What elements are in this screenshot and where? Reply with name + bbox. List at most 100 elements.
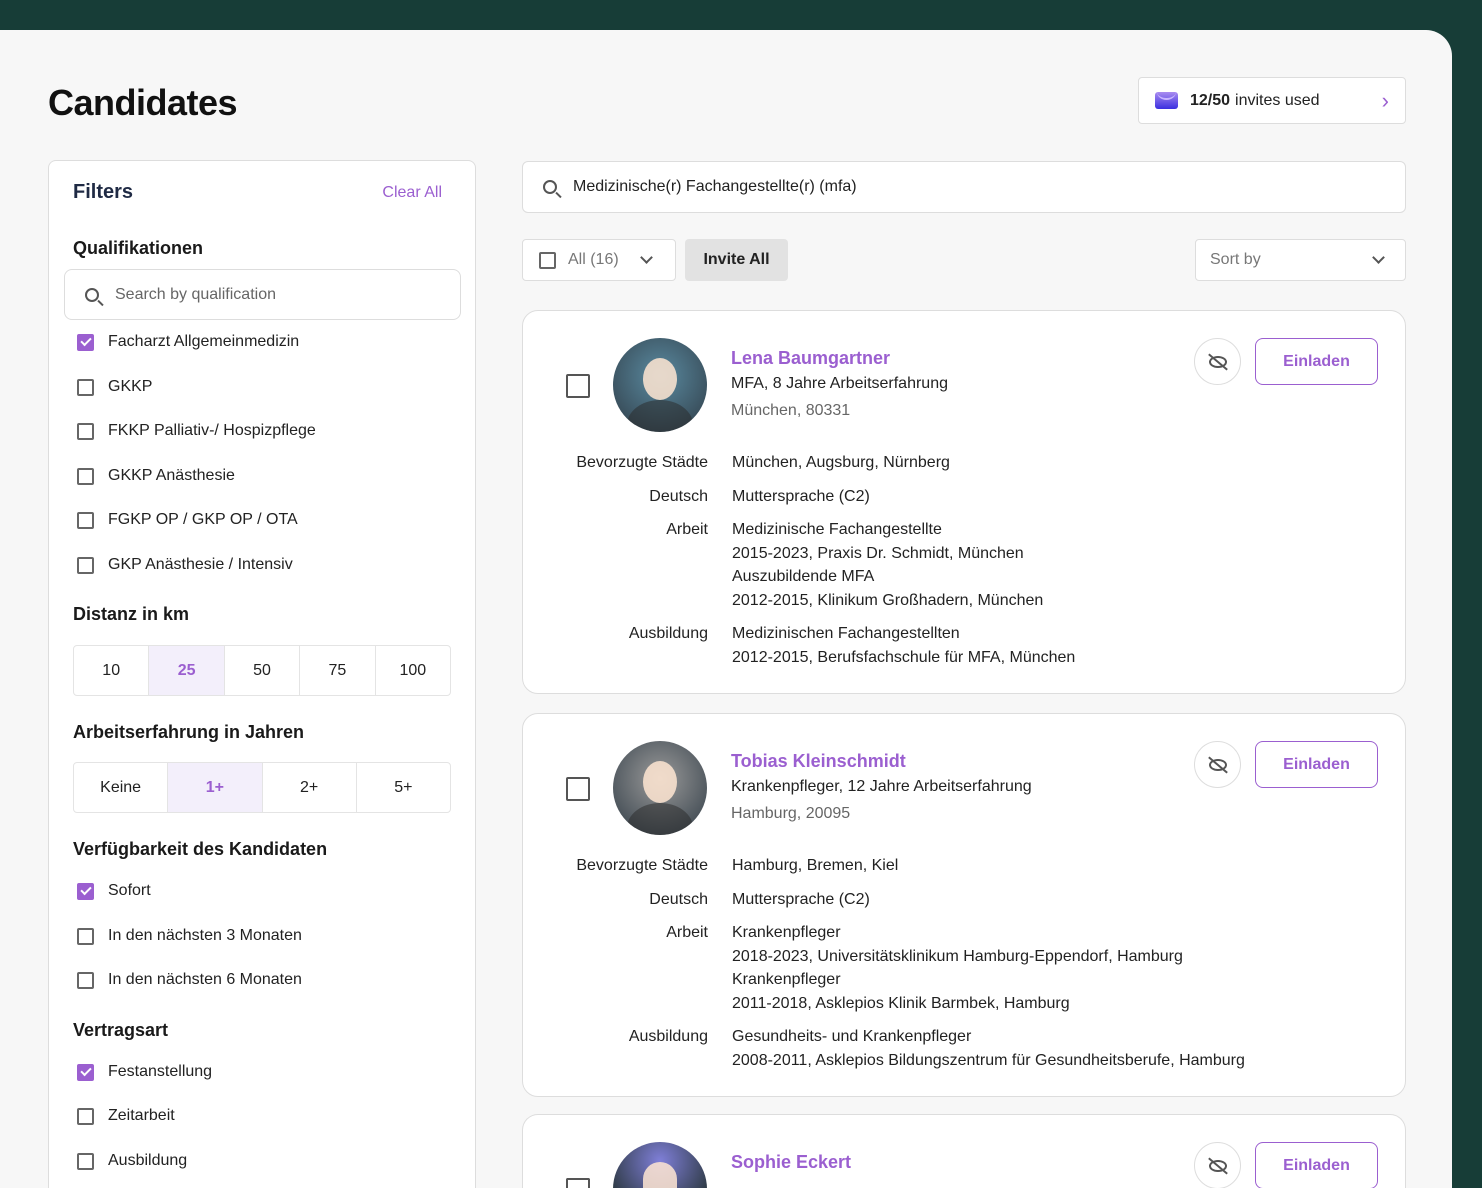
filter-option[interactable]: Sofort <box>77 882 151 900</box>
filter-option[interactable]: FKKP Palliativ-/ Hospizpflege <box>77 422 316 440</box>
detail-value: München, Augsburg, Nürnberg <box>732 451 1383 475</box>
checkbox[interactable] <box>77 1063 94 1081</box>
avatar-head <box>643 761 677 803</box>
page: Candidates 12/50 invites used › Filters … <box>0 30 1452 1188</box>
eye-off-icon <box>1208 355 1227 368</box>
invite-all-button[interactable]: Invite All <box>685 239 788 281</box>
invite-button[interactable]: Einladen <box>1255 741 1378 788</box>
checkbox[interactable] <box>77 333 94 351</box>
distance-option-50[interactable]: 50 <box>223 646 299 695</box>
filter-option[interactable]: GKKP <box>77 378 152 396</box>
eye-off-icon <box>1208 1159 1227 1172</box>
filter-option-label: Zeitarbeit <box>108 1107 175 1124</box>
candidate-name[interactable]: Lena Baumgartner <box>731 348 891 368</box>
experience-option-5+[interactable]: 5+ <box>355 763 450 812</box>
checkbox[interactable] <box>77 378 94 396</box>
invites-label: invites used <box>1235 91 1320 109</box>
detail-line: Auszubildende MFA <box>732 568 875 585</box>
hide-candidate-button[interactable] <box>1194 338 1241 385</box>
detail-line: 2012-2015, Klinikum Großhadern, München <box>732 591 1044 609</box>
filters-title: Filters <box>73 181 134 203</box>
checkbox[interactable] <box>77 511 94 529</box>
detail-value: Hamburg, Bremen, Kiel <box>732 854 1383 878</box>
filter-option[interactable]: Ausbildung <box>77 1152 187 1170</box>
filter-option[interactable]: Festanstellung <box>77 1063 212 1081</box>
distance-option-75[interactable]: 75 <box>299 646 374 695</box>
checkbox[interactable] <box>77 467 94 485</box>
distance-option-10[interactable]: 10 <box>102 661 121 679</box>
checkbox[interactable] <box>77 882 94 900</box>
filter-option[interactable]: In den nächsten 6 Monaten <box>77 971 302 989</box>
filter-option[interactable]: GKP Anästhesie / Intensiv <box>77 556 293 574</box>
distance-selector: 10 25 50 75 100 <box>73 645 451 696</box>
candidate-checkbox[interactable] <box>566 374 590 398</box>
filter-option-label: Facharzt Allgemeinmedizin <box>108 333 300 350</box>
candidate-name[interactable]: Tobias Kleinschmidt <box>731 751 906 771</box>
checkbox[interactable] <box>77 1107 94 1125</box>
filter-option[interactable]: Zeitarbeit <box>77 1107 175 1125</box>
chevron-down-icon <box>1372 251 1385 264</box>
experience-selector: Keine 1+ 2+ 5+ <box>73 762 451 813</box>
filter-option[interactable]: GKKP Anästhesie <box>77 467 235 485</box>
envelope-icon <box>1155 92 1178 109</box>
eye-off-icon <box>1208 758 1227 771</box>
avatar <box>613 1142 707 1188</box>
detail-label: Ausbildung <box>628 1028 708 1045</box>
detail-label: Arbeit <box>666 521 708 538</box>
hide-candidate-button[interactable] <box>1194 741 1241 788</box>
detail-label: Bevorzugte Städte <box>576 454 708 471</box>
sort-by-dropdown[interactable]: Sort by <box>1195 239 1406 281</box>
candidate-card: Tobias Kleinschmidt Krankenpfleger, 12 Ja… <box>522 713 1406 1097</box>
distance-option-25[interactable]: 25 <box>148 646 224 695</box>
detail-value: Krankenpfleger 2018-2023, Universitätskli… <box>732 921 1383 1015</box>
checkbox[interactable] <box>77 971 94 989</box>
search-value: Medizinische(r) Fachangestellte(r) (mfa) <box>573 178 857 195</box>
detail-line: Hamburg, Bremen, Kiel <box>732 857 899 874</box>
candidate-search-input[interactable]: Medizinische(r) Fachangestellte(r) (mfa) <box>522 161 1406 213</box>
experience-option-Keine[interactable]: Keine <box>100 778 142 796</box>
candidate-details: Bevorzugte Städte München, Augsburg, Nürn… <box>523 451 1383 669</box>
hide-candidate-button[interactable] <box>1194 1142 1241 1188</box>
invite-button[interactable]: Einladen <box>1255 1142 1378 1188</box>
experience-option-2+[interactable]: 2+ <box>261 763 356 812</box>
avatar <box>613 741 707 835</box>
detail-line: 2018-2023, Universitätsklinikum Hamburg-… <box>732 947 1183 965</box>
filter-option[interactable]: FGKP OP / GKP OP / OTA <box>77 511 298 529</box>
experience-option-1+[interactable]: 1+ <box>167 763 262 812</box>
avatar <box>613 338 707 432</box>
detail-line: Krankenpfleger <box>732 971 841 988</box>
invites-used-button[interactable]: 12/50 invites used › <box>1138 77 1406 124</box>
filter-option[interactable]: Facharzt Allgemeinmedizin <box>77 333 299 351</box>
qualification-search-placeholder: Search by qualification <box>115 285 276 303</box>
detail-label: Deutsch <box>649 890 708 908</box>
avatar-head <box>643 1162 677 1188</box>
avatar-body <box>627 400 693 432</box>
select-all-dropdown[interactable]: All (16) <box>522 239 676 281</box>
candidate-subtitle: MFA, 8 Jahre Arbeitserfahrung <box>731 375 948 392</box>
candidate-checkbox[interactable] <box>566 1178 590 1188</box>
filter-option-label: GKP Anästhesie / Intensiv <box>108 556 293 573</box>
select-all-checkbox[interactable] <box>539 251 556 269</box>
checkbox[interactable] <box>77 927 94 945</box>
candidate-details: Bevorzugte Städte Hamburg, Bremen, Kiel De… <box>523 854 1383 1072</box>
detail-value: Medizinischen Fachangestellten 2012-2015,… <box>732 622 1383 669</box>
invites-count: 12/50 <box>1190 91 1231 109</box>
invite-button[interactable]: Einladen <box>1255 338 1378 385</box>
filter-option-label: In den nächsten 3 Monaten <box>108 927 302 944</box>
filter-option[interactable]: In den nächsten 3 Monaten <box>77 927 302 945</box>
candidate-name[interactable]: Sophie Eckert <box>731 1152 852 1172</box>
sort-by-placeholder: Sort by <box>1210 251 1261 268</box>
distance-option-100[interactable]: 100 <box>374 646 450 695</box>
clear-all-link[interactable]: Clear All <box>382 184 442 201</box>
detail-line: Gesundheits- und Krankenpfleger <box>732 1028 972 1045</box>
qualification-search-input[interactable]: Search by qualification <box>64 269 461 320</box>
search-icon <box>85 287 99 302</box>
checkbox[interactable] <box>77 556 94 574</box>
distance-heading: Distanz in km <box>73 604 190 624</box>
candidate-subtitle: Krankenpfleger, 12 Jahre Arbeitserfahrun… <box>731 778 1032 795</box>
checkbox[interactable] <box>77 422 94 440</box>
checkbox[interactable] <box>77 1152 94 1170</box>
filter-option-label: Festanstellung <box>108 1063 213 1080</box>
candidate-checkbox[interactable] <box>566 777 590 801</box>
candidate-location: München, 80331 <box>731 402 851 419</box>
